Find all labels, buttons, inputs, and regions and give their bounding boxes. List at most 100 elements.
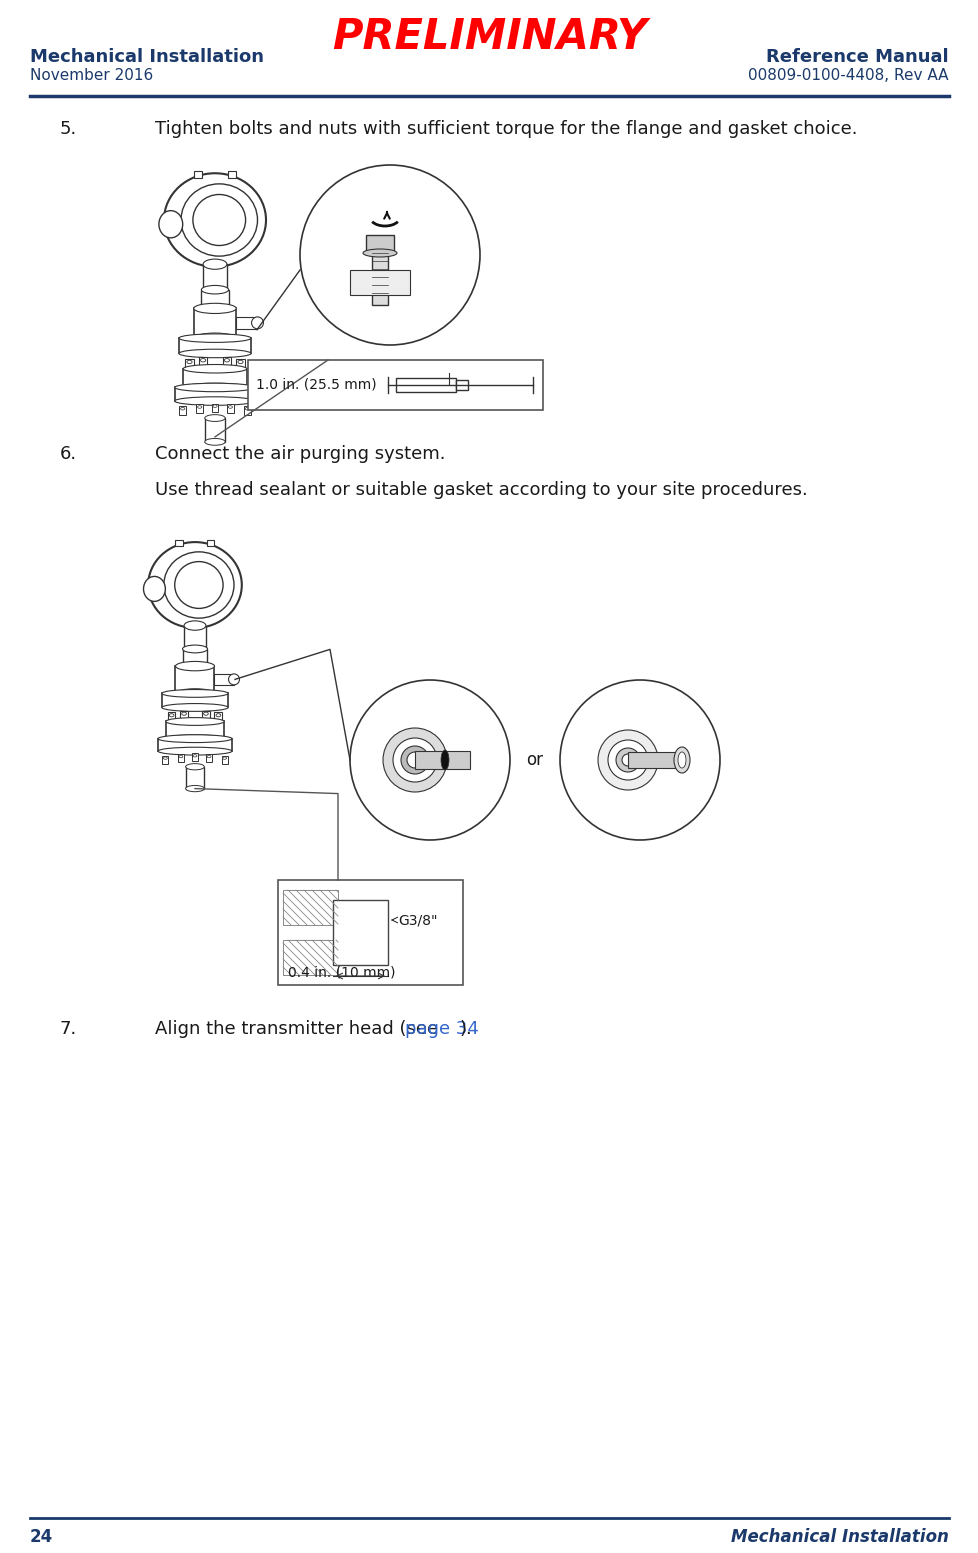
Bar <box>214 713 222 722</box>
Ellipse shape <box>179 349 251 357</box>
Bar <box>214 674 234 685</box>
Circle shape <box>598 730 657 790</box>
Ellipse shape <box>163 756 167 759</box>
Ellipse shape <box>440 750 449 770</box>
Ellipse shape <box>169 714 174 717</box>
Bar <box>175 666 214 694</box>
Ellipse shape <box>198 405 201 408</box>
Text: November 2016: November 2016 <box>30 68 154 82</box>
Ellipse shape <box>175 688 214 699</box>
Bar <box>192 753 198 761</box>
Bar <box>221 756 228 764</box>
Ellipse shape <box>251 317 263 329</box>
Bar <box>157 739 232 752</box>
Text: 5.: 5. <box>60 120 77 138</box>
Bar <box>201 290 229 309</box>
Bar <box>194 309 236 339</box>
Ellipse shape <box>224 359 229 362</box>
Ellipse shape <box>180 407 185 410</box>
Bar <box>201 711 209 721</box>
Ellipse shape <box>363 248 397 256</box>
Bar <box>182 649 207 666</box>
Bar <box>283 890 337 926</box>
Bar <box>247 360 543 410</box>
Ellipse shape <box>164 174 266 267</box>
Ellipse shape <box>165 717 224 725</box>
Bar <box>415 752 469 769</box>
Text: or: or <box>526 752 543 769</box>
Circle shape <box>392 738 436 783</box>
Ellipse shape <box>194 332 236 343</box>
Text: Connect the air purging system.: Connect the air purging system. <box>155 446 445 463</box>
Bar <box>202 264 227 290</box>
Ellipse shape <box>187 360 192 363</box>
Bar <box>206 540 214 547</box>
Ellipse shape <box>157 747 232 755</box>
Ellipse shape <box>183 384 246 391</box>
Ellipse shape <box>204 415 225 421</box>
Bar <box>199 357 207 367</box>
Bar <box>186 767 204 789</box>
Text: Mechanical Installation: Mechanical Installation <box>30 48 264 65</box>
Ellipse shape <box>216 714 220 717</box>
Ellipse shape <box>193 194 245 245</box>
Circle shape <box>559 680 719 840</box>
Bar <box>333 901 387 964</box>
Bar <box>165 722 224 739</box>
Ellipse shape <box>182 713 186 716</box>
Bar <box>283 940 337 975</box>
Ellipse shape <box>203 713 208 716</box>
Ellipse shape <box>179 755 183 758</box>
Text: 7.: 7. <box>60 1020 77 1037</box>
Ellipse shape <box>673 747 689 773</box>
Bar <box>184 626 205 649</box>
Ellipse shape <box>158 211 183 238</box>
Bar <box>162 756 168 764</box>
Bar <box>366 235 393 253</box>
Ellipse shape <box>184 621 205 631</box>
Text: 00809-0100-4408, Rev AA: 00809-0100-4408, Rev AA <box>748 68 948 82</box>
Ellipse shape <box>174 384 255 391</box>
Text: Mechanical Installation: Mechanical Installation <box>731 1528 948 1545</box>
Ellipse shape <box>244 407 249 410</box>
Bar <box>204 418 225 443</box>
Ellipse shape <box>678 752 686 769</box>
Ellipse shape <box>194 303 236 314</box>
Text: ).: ). <box>459 1020 471 1037</box>
Circle shape <box>615 749 640 772</box>
Bar <box>278 881 463 985</box>
Text: Reference Manual: Reference Manual <box>766 48 948 65</box>
Ellipse shape <box>174 562 223 609</box>
Text: Align the transmitter head (see: Align the transmitter head (see <box>155 1020 443 1037</box>
Ellipse shape <box>144 576 165 601</box>
Bar <box>183 368 246 387</box>
Ellipse shape <box>202 259 227 269</box>
Bar <box>178 755 184 763</box>
Bar <box>236 317 257 329</box>
Ellipse shape <box>174 398 255 405</box>
Bar <box>372 250 387 304</box>
Ellipse shape <box>228 674 240 685</box>
Circle shape <box>607 739 647 780</box>
Bar <box>627 752 678 769</box>
Ellipse shape <box>222 756 226 759</box>
Bar <box>179 339 251 354</box>
Bar <box>205 755 212 763</box>
Bar <box>179 407 186 415</box>
Bar <box>222 357 231 367</box>
Text: 0.4 in. (10 mm): 0.4 in. (10 mm) <box>288 966 395 980</box>
Ellipse shape <box>163 551 234 618</box>
Ellipse shape <box>201 286 229 294</box>
Bar <box>180 711 188 721</box>
Text: 6.: 6. <box>60 446 77 463</box>
Ellipse shape <box>182 644 207 652</box>
Ellipse shape <box>179 334 251 342</box>
Bar <box>236 359 244 368</box>
Bar <box>227 404 234 413</box>
Ellipse shape <box>207 755 211 758</box>
Ellipse shape <box>157 735 232 742</box>
Bar <box>350 270 410 295</box>
Ellipse shape <box>200 359 205 362</box>
Bar <box>185 359 194 368</box>
Ellipse shape <box>238 360 243 363</box>
